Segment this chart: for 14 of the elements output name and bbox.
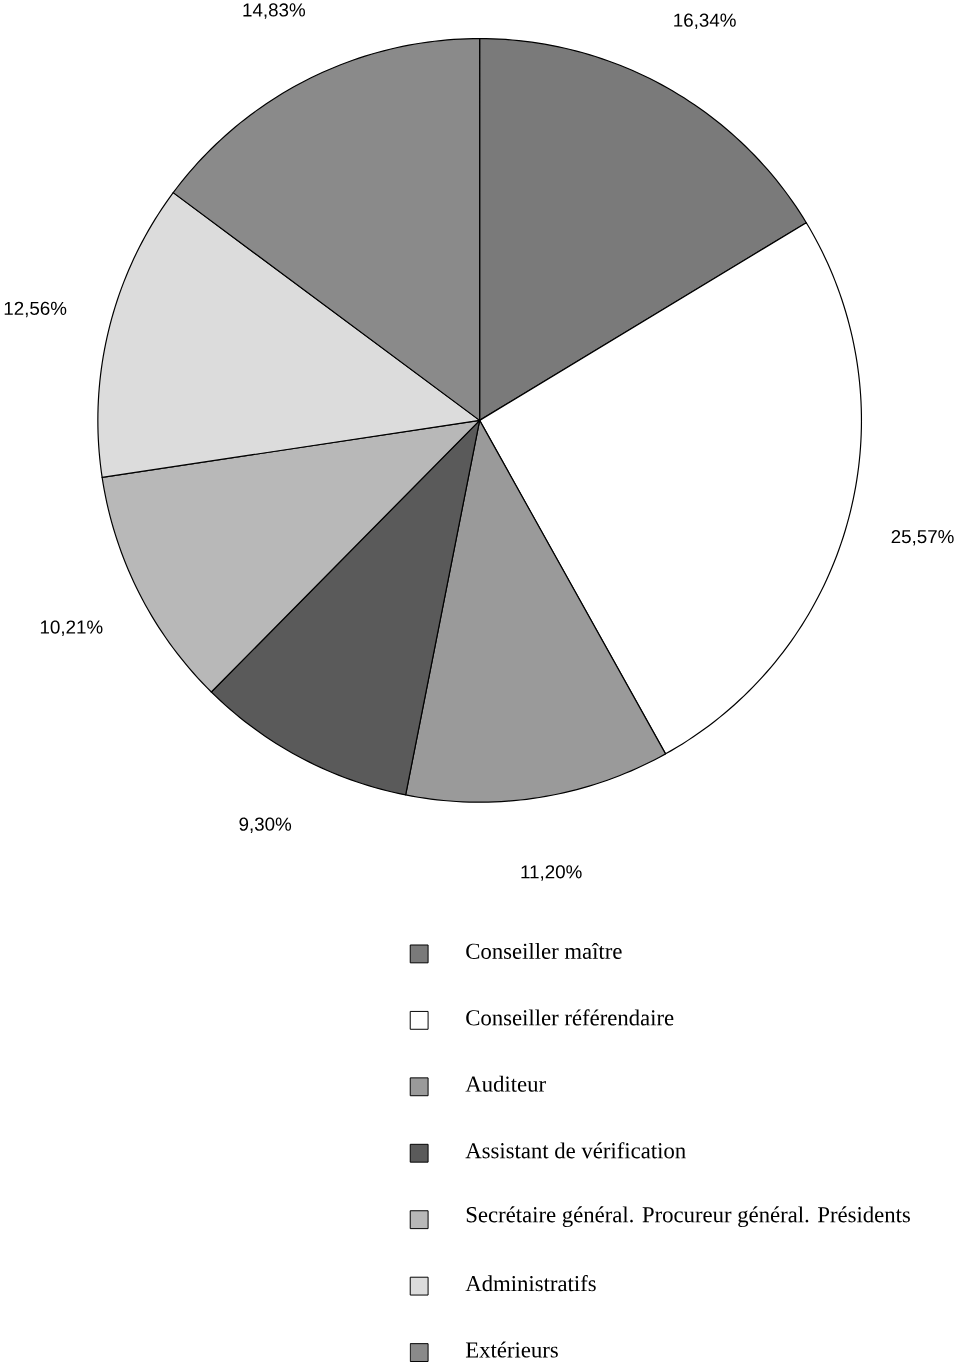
data-label: 11,20%: [521, 865, 582, 881]
legend-label: Conseiller référendaire: [466, 1009, 674, 1026]
data-label: 10,21%: [41, 620, 103, 636]
data-label: 12,56%: [4, 301, 67, 318]
legend-label: Secrétaire général. Procureur général. Présidents: [466, 1206, 911, 1228]
data-label: 9,30%: [239, 817, 292, 833]
data-label: 25,57%: [891, 529, 954, 546]
data-label: 16,34%: [674, 13, 736, 30]
legend-label: Conseiller maître: [466, 942, 622, 959]
legend-label: Administratifs: [465, 1275, 596, 1292]
data-label: 14,83%: [243, 3, 306, 19]
legend-label: Auditeur: [465, 1075, 547, 1092]
legend-label: Extérieurs: [466, 1341, 559, 1358]
legend-label: Assistant de vérification: [465, 1142, 686, 1159]
